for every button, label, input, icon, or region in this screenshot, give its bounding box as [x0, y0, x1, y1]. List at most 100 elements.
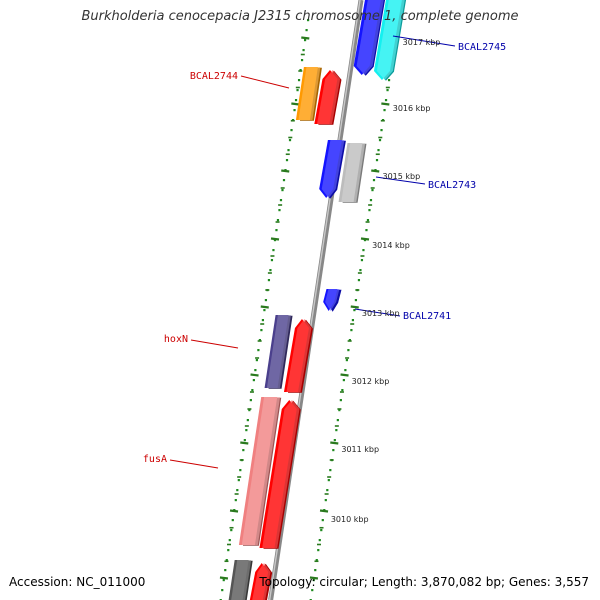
ruler-dot [345, 359, 348, 362]
ruler-dot [321, 519, 324, 522]
map-title: Burkholderia cenocepacia J2315 chromosom… [81, 9, 519, 24]
ruler-dot [237, 479, 240, 482]
gene-label-bcal2745: BCAL2745 [458, 42, 506, 53]
leader-line-hoxn [190, 339, 239, 349]
ruler-dot [282, 179, 286, 182]
ruler-label: 3015 kbp [382, 172, 420, 181]
red-cds-upper [314, 70, 342, 125]
ruler-tick-major [260, 305, 269, 309]
ruler-label: 3016 kbp [393, 104, 431, 113]
gene-label-bcal2744: BCAL2744 [190, 71, 238, 82]
ruler-dot [347, 349, 350, 352]
ruler-dot [276, 219, 280, 222]
ruler-dot [245, 429, 248, 432]
ruler-dot [378, 139, 382, 142]
ruler-dot [365, 229, 368, 232]
ruler-dot [231, 519, 234, 522]
ruler-dot [333, 439, 336, 442]
ruler-tick-major [270, 237, 280, 241]
ruler-dot [294, 99, 298, 102]
ruler-tick-major [309, 576, 319, 580]
ruler-dot [383, 109, 386, 112]
ruler-dot [243, 439, 246, 442]
ruler-dot [260, 329, 263, 332]
blue-cds-top [353, 0, 386, 76]
leader-line-bcal2744 [240, 75, 290, 89]
ruler-dot [329, 469, 332, 472]
navy-cds-hoxn [264, 315, 293, 389]
ruler-dot [318, 539, 321, 542]
ruler-tick-major [301, 36, 310, 40]
feature-highlight [325, 289, 340, 311]
ruler-dot [342, 379, 345, 382]
ruler-label: 3012 kbp [352, 377, 390, 386]
ruler-label: 3010 kbp [331, 515, 369, 524]
ruler-dot [372, 179, 376, 182]
ruler-tick-major [291, 102, 300, 106]
ruler-dot [371, 189, 374, 192]
ruler-dot [249, 399, 252, 402]
gene-label-hoxn: hoxN [164, 334, 188, 345]
feature-highlight [298, 67, 321, 120]
ruler-dot [258, 339, 261, 342]
ruler-dot [315, 559, 318, 562]
ruler-dot [264, 299, 268, 302]
ruler-dot [278, 209, 281, 212]
ruler-dot [380, 129, 383, 132]
feature-highlight [252, 563, 271, 600]
gene-label-bcal2743: BCAL2743 [428, 180, 476, 191]
ruler-dot [351, 319, 355, 322]
ruler-dot [384, 99, 388, 102]
ruler-dot [366, 219, 370, 222]
ruler-dot [263, 309, 266, 312]
ruler-dot [344, 369, 347, 372]
feature-highlight [317, 70, 341, 124]
grey-cds-mid [338, 143, 367, 203]
ruler-dot [297, 79, 301, 82]
ruler-dot [357, 279, 361, 282]
ruler-dot [369, 199, 373, 202]
ruler-dot [287, 149, 290, 152]
ruler-dot [248, 409, 251, 412]
ruler-dot [312, 579, 315, 582]
ruler-dot [303, 39, 307, 42]
ruler-dot [255, 359, 258, 362]
ruler-dot [348, 339, 351, 342]
ruler-dot [246, 419, 249, 422]
ruler-dot [362, 249, 365, 252]
ruler-dot [299, 69, 302, 72]
ruler-dot [288, 139, 292, 142]
ruler-dot [251, 389, 254, 392]
ruler-dot [359, 269, 362, 272]
ruler-tick-major [319, 509, 329, 513]
ruler-dot [222, 579, 225, 582]
ruler-dot [293, 109, 296, 112]
ruler-dot [360, 259, 364, 262]
ruler-dot [228, 539, 231, 542]
ruler-dot [306, 19, 310, 22]
ruler-dot [254, 369, 257, 372]
cyan-cds-top [373, 0, 407, 81]
leader-line-fusa [169, 459, 219, 469]
ruler-dot [285, 159, 289, 162]
ruler-tick-major [360, 237, 370, 241]
leader-line-bcal2741 [354, 308, 401, 317]
ruler-dot [341, 389, 344, 392]
ruler-dot [368, 209, 371, 212]
ruler-dot [314, 569, 317, 572]
ruler-labels: 3017 kbp 3016 kbp 3015 kbp 3014 kbp 3013 kbp… [331, 38, 441, 524]
leader-line-bcal2743 [375, 176, 426, 185]
ruler-dot [353, 309, 356, 312]
ruler-dot [339, 399, 342, 402]
ruler-dot [305, 29, 308, 32]
ruler-tick-major [281, 169, 290, 173]
feature-highlight [356, 0, 384, 75]
feature-highlight [341, 143, 366, 202]
dark-grey-cds-bottom [228, 560, 253, 600]
blue-cds-mid [319, 140, 346, 199]
red-cds-bottom [249, 563, 273, 600]
ruler-dot [320, 529, 323, 532]
gene-features [228, 0, 407, 600]
ruler-dot [267, 279, 271, 282]
